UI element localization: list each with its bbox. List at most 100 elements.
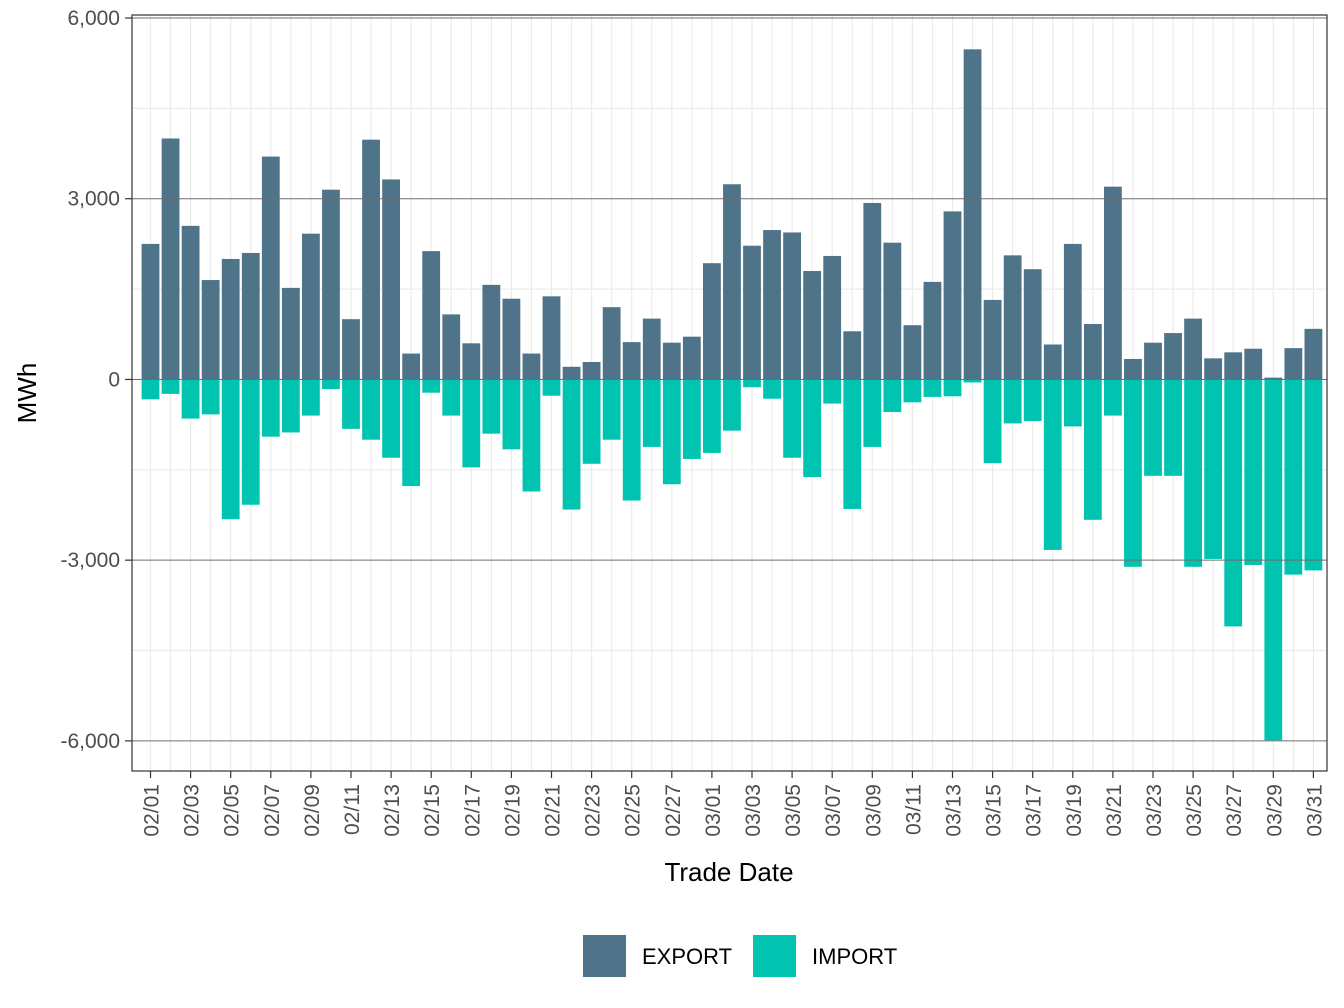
bar-import-02-20 [522, 379, 541, 492]
x-tick-label: 03/03 [742, 784, 765, 837]
bar-import-02-03 [181, 379, 200, 419]
bar-export-02-09 [302, 233, 320, 380]
bar-import-03-31 [1304, 379, 1323, 571]
bar-import-02-24 [602, 379, 621, 440]
bar-export-02-01 [141, 243, 160, 380]
bar-import-02-15 [422, 379, 441, 393]
bar-import-03-18 [1043, 379, 1062, 550]
bar-import-02-21 [542, 379, 561, 396]
bar-import-02-14 [402, 379, 421, 487]
bar-export-02-24 [602, 307, 621, 380]
bar-import-03-11 [903, 379, 922, 403]
bar-export-03-13 [943, 211, 962, 380]
bar-import-03-12 [923, 379, 942, 397]
bar-export-03-08 [843, 331, 862, 380]
bar-import-03-16 [1003, 379, 1022, 424]
bar-import-02-17 [462, 379, 481, 468]
bar-export-02-26 [642, 318, 661, 380]
bar-import-03-30 [1284, 379, 1303, 575]
x-tick-label: 02/17 [461, 784, 484, 837]
legend-label-import: IMPORT [812, 944, 897, 969]
x-tick-label: 02/11 [341, 784, 364, 835]
bar-import-03-06 [803, 379, 822, 478]
bar-export-02-02 [161, 138, 180, 380]
bar-import-03-05 [783, 379, 801, 458]
x-tick-label: 03/09 [862, 784, 885, 837]
x-tick-label: 02/15 [421, 784, 444, 837]
x-tick-label: 02/25 [622, 784, 645, 837]
x-tick-label: 03/11 [902, 784, 925, 835]
bar-import-02-25 [622, 379, 641, 501]
x-tick-label: 02/19 [501, 784, 524, 837]
x-tick-label: 03/31 [1303, 784, 1326, 837]
bar-import-02-18 [482, 379, 501, 434]
bar-import-03-21 [1104, 379, 1122, 416]
bar-export-03-21 [1104, 186, 1122, 380]
bar-export-02-25 [622, 342, 641, 380]
x-tick-label: 03/17 [1023, 784, 1046, 837]
bar-export-02-08 [281, 287, 300, 380]
bar-export-02-07 [261, 156, 280, 380]
bar-export-03-17 [1023, 269, 1042, 380]
bar-export-03-20 [1083, 324, 1102, 380]
bar-export-03-03 [743, 245, 761, 380]
bar-import-03-27 [1224, 379, 1243, 627]
bar-import-02-10 [322, 379, 340, 390]
bar-export-02-18 [482, 284, 501, 380]
x-tick-label: 02/21 [542, 784, 565, 837]
bar-export-02-28 [682, 336, 701, 380]
x-axis-title: Trade Date [664, 857, 793, 887]
bar-import-02-23 [582, 379, 601, 464]
bar-export-03-15 [983, 299, 1002, 380]
x-tick-label: 02/05 [221, 784, 244, 837]
bar-import-02-19 [502, 379, 521, 450]
bar-import-02-16 [442, 379, 461, 416]
x-tick-label: 02/23 [582, 784, 605, 837]
bar-export-02-27 [662, 342, 681, 380]
bar-export-03-29 [1264, 377, 1283, 380]
bar-import-03-15 [983, 379, 1002, 464]
bar-export-03-12 [923, 281, 942, 380]
bar-import-02-01 [141, 379, 160, 400]
panel-border [131, 14, 1328, 772]
bar-export-03-22 [1124, 358, 1142, 380]
bar-import-03-01 [703, 379, 721, 453]
bar-import-03-09 [863, 379, 882, 447]
bar-import-03-26 [1204, 379, 1223, 559]
bar-import-03-08 [843, 379, 862, 509]
bar-export-03-05 [783, 232, 801, 380]
bar-export-02-23 [582, 361, 601, 380]
legend-key-import [753, 935, 796, 977]
bar-export-02-06 [241, 252, 260, 380]
x-tick-label: 02/03 [181, 784, 204, 837]
bar-import-03-28 [1244, 379, 1263, 565]
bar-export-03-31 [1304, 328, 1323, 380]
x-tick-label: 03/13 [943, 784, 966, 837]
bar-export-02-17 [462, 343, 481, 380]
x-tick-label: 03/07 [822, 784, 845, 837]
bar-export-02-10 [322, 189, 340, 380]
bar-import-03-04 [763, 379, 781, 399]
bar-export-03-02 [723, 184, 741, 380]
x-tick-label: 03/05 [782, 784, 805, 837]
x-tick-label: 03/27 [1223, 784, 1246, 837]
bar-import-02-22 [562, 379, 581, 510]
bar-export-02-04 [201, 280, 220, 380]
x-tick-label: 02/09 [301, 784, 324, 837]
bar-import-02-07 [261, 379, 280, 437]
y-axis: 6,000 3,000 0 -3,000 -6,000 [60, 7, 132, 753]
bar-export-03-10 [883, 242, 902, 380]
x-tick-label: 02/07 [261, 784, 284, 837]
bar-export-03-11 [903, 325, 922, 380]
bar-export-03-23 [1144, 342, 1162, 380]
bar-export-03-04 [763, 230, 781, 380]
y-tick-label: -6,000 [60, 730, 120, 753]
bar-export-03-28 [1244, 348, 1263, 380]
bar-export-02-22 [562, 366, 581, 380]
bar-import-03-03 [743, 379, 761, 388]
bar-export-03-30 [1284, 348, 1303, 380]
x-tick-label: 03/01 [702, 784, 725, 837]
bar-import-03-10 [883, 379, 902, 412]
bars [132, 17, 1327, 742]
